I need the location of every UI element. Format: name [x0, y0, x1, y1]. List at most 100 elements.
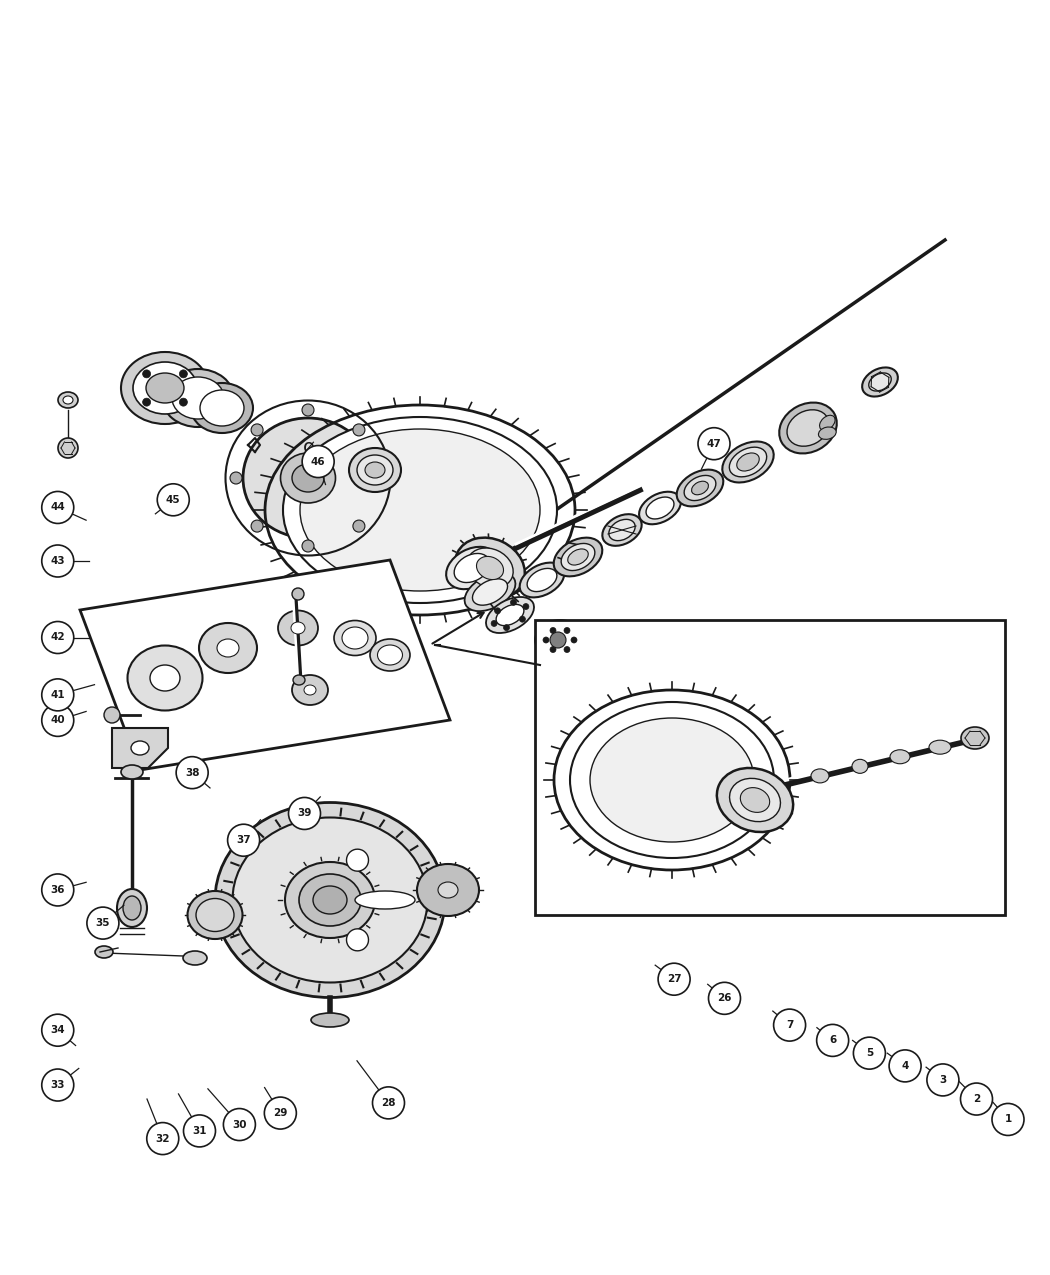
- Circle shape: [265, 1096, 296, 1130]
- Circle shape: [104, 708, 120, 723]
- Circle shape: [143, 398, 150, 407]
- Ellipse shape: [280, 453, 336, 504]
- Polygon shape: [80, 560, 450, 770]
- Ellipse shape: [570, 703, 774, 858]
- Ellipse shape: [365, 462, 385, 478]
- Circle shape: [491, 621, 497, 626]
- Text: 7: 7: [785, 1020, 794, 1030]
- Ellipse shape: [196, 899, 234, 932]
- Ellipse shape: [291, 622, 304, 634]
- Ellipse shape: [243, 418, 373, 538]
- Circle shape: [817, 1024, 848, 1057]
- Ellipse shape: [121, 765, 143, 779]
- Ellipse shape: [590, 718, 754, 842]
- Ellipse shape: [200, 623, 257, 673]
- Ellipse shape: [117, 889, 147, 927]
- Ellipse shape: [417, 864, 479, 915]
- Ellipse shape: [131, 741, 149, 755]
- Circle shape: [158, 483, 189, 516]
- Ellipse shape: [486, 597, 534, 632]
- Circle shape: [251, 423, 264, 436]
- Ellipse shape: [355, 891, 415, 909]
- Ellipse shape: [472, 579, 507, 606]
- Circle shape: [550, 646, 556, 653]
- Circle shape: [42, 1068, 74, 1102]
- Text: 45: 45: [166, 495, 181, 505]
- Ellipse shape: [730, 778, 780, 821]
- Circle shape: [520, 616, 525, 622]
- Circle shape: [42, 678, 74, 711]
- Ellipse shape: [868, 374, 891, 391]
- Ellipse shape: [284, 417, 556, 603]
- Circle shape: [564, 627, 570, 634]
- Ellipse shape: [334, 621, 376, 655]
- Ellipse shape: [123, 896, 141, 921]
- Circle shape: [709, 982, 740, 1015]
- Ellipse shape: [536, 620, 585, 660]
- Ellipse shape: [890, 750, 910, 764]
- Ellipse shape: [646, 497, 674, 519]
- Ellipse shape: [455, 553, 490, 583]
- Text: 2: 2: [973, 1094, 980, 1104]
- Circle shape: [353, 423, 365, 436]
- Ellipse shape: [929, 741, 951, 755]
- Ellipse shape: [378, 645, 402, 666]
- Ellipse shape: [370, 639, 410, 671]
- Text: 42: 42: [50, 632, 65, 643]
- Ellipse shape: [467, 548, 513, 588]
- Ellipse shape: [520, 562, 564, 598]
- Circle shape: [289, 797, 320, 830]
- Ellipse shape: [779, 403, 837, 454]
- Ellipse shape: [172, 377, 224, 419]
- Circle shape: [87, 907, 119, 940]
- Circle shape: [889, 1049, 921, 1082]
- Circle shape: [224, 1108, 255, 1141]
- Ellipse shape: [349, 448, 401, 492]
- Circle shape: [504, 625, 509, 631]
- Circle shape: [147, 1122, 178, 1155]
- Text: 28: 28: [381, 1098, 396, 1108]
- Ellipse shape: [342, 627, 368, 649]
- Ellipse shape: [464, 572, 516, 611]
- Ellipse shape: [162, 368, 234, 427]
- Ellipse shape: [852, 760, 868, 774]
- Ellipse shape: [438, 882, 458, 898]
- Text: 39: 39: [297, 808, 312, 819]
- Text: 32: 32: [155, 1133, 170, 1144]
- Ellipse shape: [737, 453, 759, 470]
- Circle shape: [42, 873, 74, 907]
- Circle shape: [543, 638, 549, 643]
- Circle shape: [42, 1014, 74, 1047]
- Ellipse shape: [357, 455, 393, 484]
- Ellipse shape: [788, 409, 830, 446]
- Ellipse shape: [544, 627, 576, 653]
- Text: 35: 35: [96, 918, 110, 928]
- Text: 29: 29: [273, 1108, 288, 1118]
- Circle shape: [42, 491, 74, 524]
- Text: 38: 38: [185, 768, 200, 778]
- Ellipse shape: [455, 538, 525, 598]
- Circle shape: [228, 824, 259, 857]
- Ellipse shape: [685, 476, 716, 501]
- Text: 47: 47: [707, 439, 721, 449]
- Ellipse shape: [299, 873, 361, 926]
- Ellipse shape: [215, 802, 445, 997]
- Circle shape: [184, 1114, 215, 1148]
- Text: 3: 3: [940, 1075, 946, 1085]
- Ellipse shape: [191, 382, 253, 434]
- Ellipse shape: [820, 416, 835, 431]
- Ellipse shape: [561, 543, 595, 570]
- Ellipse shape: [292, 464, 324, 492]
- Ellipse shape: [527, 569, 556, 592]
- Circle shape: [927, 1063, 959, 1096]
- Ellipse shape: [603, 514, 642, 546]
- Ellipse shape: [285, 862, 375, 938]
- Circle shape: [495, 608, 501, 613]
- Text: 34: 34: [50, 1025, 65, 1035]
- Ellipse shape: [146, 374, 184, 403]
- Polygon shape: [112, 728, 168, 768]
- Circle shape: [698, 427, 730, 460]
- Ellipse shape: [568, 550, 588, 565]
- Text: 26: 26: [717, 993, 732, 1003]
- Ellipse shape: [496, 604, 524, 626]
